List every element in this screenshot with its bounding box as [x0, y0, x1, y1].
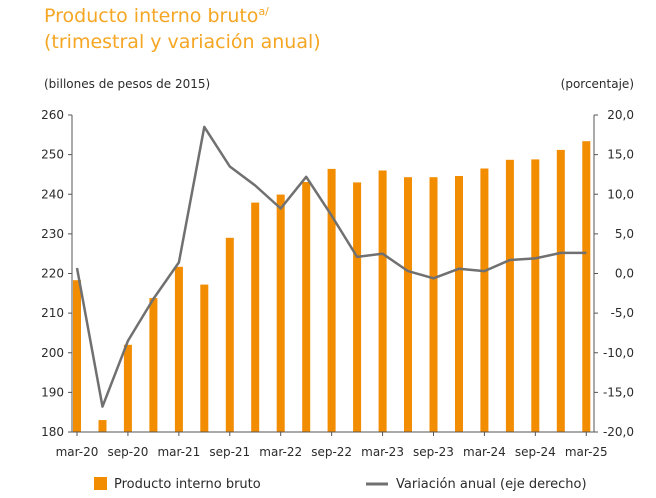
legend-line-label: Variación anual (eje derecho)	[396, 477, 587, 492]
right-axis-unit-label: (porcentaje)	[561, 77, 634, 91]
chart-title: Producto interno brutoa/	[44, 5, 269, 27]
right-axis-ticks: 20,0 15,0 10,0 5,0 0,0 -5,0 -10,0 -15,0 -20,0	[594, 108, 634, 439]
bar-sep-21	[225, 237, 234, 432]
bar-mar-20	[73, 280, 81, 432]
bar-jun-24	[505, 159, 514, 433]
bar-sep-20	[123, 344, 132, 432]
bar-dic-24	[556, 149, 565, 432]
legend-bar-swatch	[94, 477, 107, 490]
bar-mar-23	[378, 170, 387, 432]
left-tick-label: 250	[41, 148, 64, 162]
x-tick-label: mar-22	[259, 445, 302, 459]
bar-sep-22	[327, 168, 336, 432]
x-tick-label: sep-23	[413, 445, 454, 459]
bar-mar-22	[276, 194, 285, 432]
bar-dic-20	[149, 298, 158, 432]
x-tick-label: mar-25	[565, 445, 608, 459]
x-tick-label: mar-20	[56, 445, 99, 459]
left-tick-label: 190	[41, 385, 64, 399]
x-tick-label: sep-21	[209, 445, 250, 459]
right-tick-label: -10,0	[603, 346, 634, 360]
right-tick-label: 5,0	[615, 227, 634, 241]
left-tick-label: 260	[41, 108, 64, 122]
line-series	[75, 125, 587, 408]
legend: Producto interno bruto Variación anual (…	[94, 477, 587, 492]
bar-mar-21	[174, 266, 183, 432]
legend-bar-label: Producto interno bruto	[114, 477, 261, 492]
right-tick-label: -5,0	[611, 306, 634, 320]
x-tick-label: sep-22	[311, 445, 352, 459]
bar-series	[73, 141, 591, 433]
left-tick-label: 180	[41, 425, 64, 439]
bar-jun-21	[200, 284, 209, 432]
right-tick-label: 20,0	[607, 108, 634, 122]
x-tick-label: sep-20	[107, 445, 148, 459]
left-tick-label: 200	[41, 346, 64, 360]
right-tick-label: 10,0	[607, 187, 634, 201]
right-tick-label: 15,0	[607, 148, 634, 162]
bar-mar-24	[480, 168, 489, 432]
x-tick-label: mar-21	[157, 445, 200, 459]
bar-jun-22	[302, 182, 311, 432]
chart-subtitle: (trimestral y variación anual)	[44, 31, 321, 53]
bar-jun-23	[404, 177, 412, 432]
bar-mar-25	[582, 141, 591, 432]
left-tick-label: 230	[41, 227, 64, 241]
bar-sep-24	[531, 159, 540, 432]
bar-dic-23	[455, 176, 463, 432]
left-axis-ticks: 260 250 240 230 220 210 200 190 180	[41, 108, 72, 439]
right-tick-label: -15,0	[603, 385, 634, 399]
bar-sep-23	[429, 177, 438, 432]
right-tick-label: 0,0	[615, 267, 634, 281]
bar-dic-21	[251, 202, 260, 432]
bar-jun-20	[98, 420, 107, 432]
x-tick-label: mar-24	[463, 445, 506, 459]
bar-dic-22	[353, 182, 362, 432]
chart-title-superscript: a/	[258, 5, 269, 18]
left-tick-label: 240	[41, 187, 64, 201]
x-tick-label: sep-24	[515, 445, 556, 459]
left-tick-label: 220	[41, 267, 64, 281]
x-axis-ticks: mar-20 sep-20 mar-21 sep-21 mar-22 sep-22 mar-…	[56, 432, 608, 459]
chart-title-main: Producto interno bruto	[44, 5, 258, 27]
left-axis-unit-label: (billones de pesos de 2015)	[44, 77, 210, 91]
left-tick-label: 210	[41, 306, 64, 320]
right-tick-label: -20,0	[603, 425, 634, 439]
x-tick-label: mar-23	[361, 445, 404, 459]
